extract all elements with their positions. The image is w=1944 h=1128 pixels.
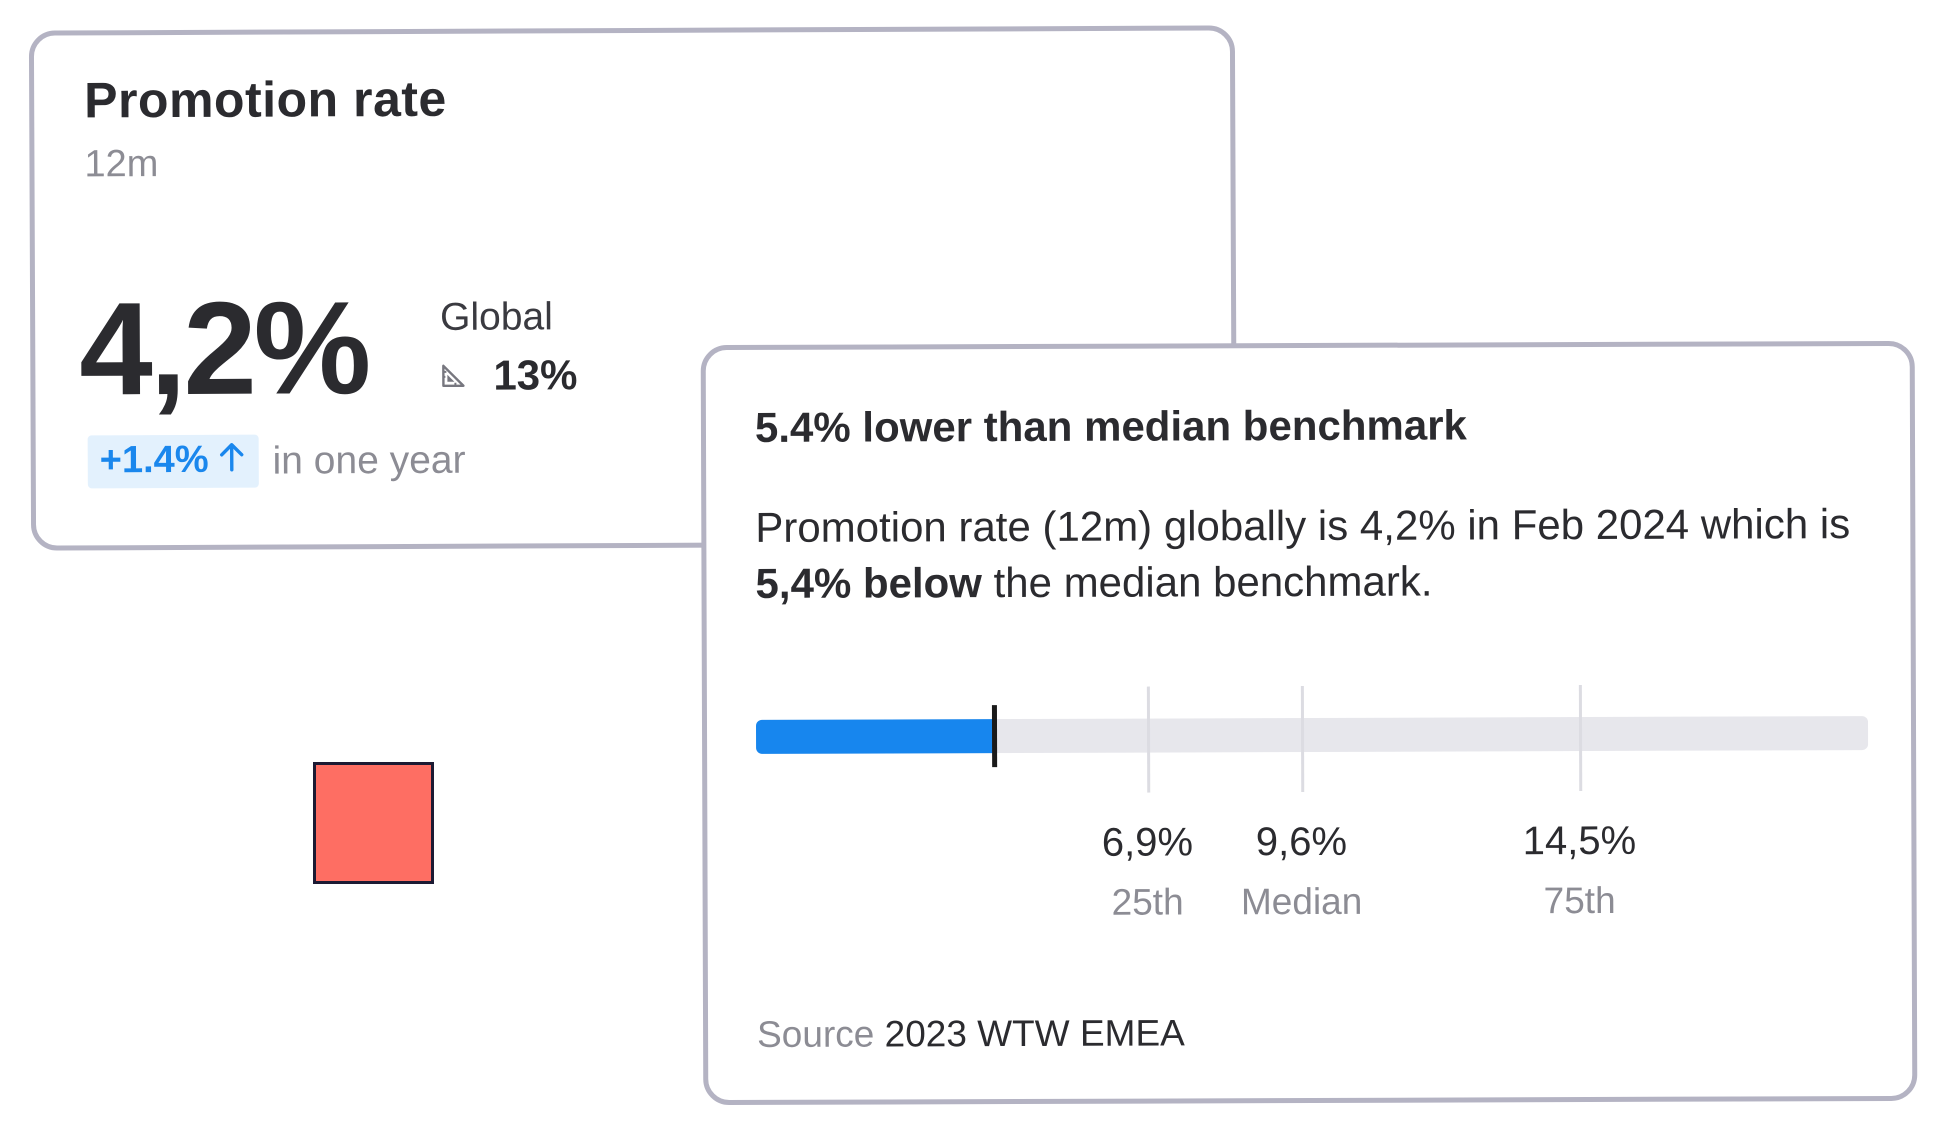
percentile-labels: 6,9% 25th 9,6% Median 14,5% 75th: [756, 816, 1868, 930]
source-line: Source 2023 WTW EMEA: [757, 1012, 1185, 1055]
bar-fill: [755, 719, 995, 754]
benchmark-value: 13%: [493, 351, 578, 399]
percentile-tick: [1300, 686, 1305, 793]
promotion-rate-value: 4,2%: [78, 274, 369, 423]
benchmark-row: 13%: [441, 351, 578, 400]
benchmark-tooltip-card: 5.4% lower than median benchmark Promoti…: [700, 340, 1918, 1106]
benchmark-description: Promotion rate (12m) globally is 4,2% in…: [755, 496, 1855, 612]
percentile-tick: [1578, 685, 1583, 792]
red-square: [313, 762, 434, 884]
ruler-triangle-icon: [441, 364, 465, 388]
current-value-marker: [991, 705, 998, 768]
arrow-up-icon: [218, 439, 244, 482]
description-text-end: the median benchmark.: [981, 557, 1433, 607]
percentile-label: 9,6% Median: [1201, 818, 1401, 925]
description-text-bold: 5,4% below: [755, 559, 982, 607]
percentile-label: 14,5% 75th: [1479, 817, 1679, 924]
card-period: 12m: [84, 143, 159, 186]
delta-value: +1.4%: [99, 438, 209, 482]
percentile-value: 9,6%: [1255, 819, 1348, 865]
percentile-name: 75th: [1543, 879, 1616, 922]
delta-row: +1.4% in one year: [87, 434, 466, 489]
description-text-start: Promotion rate (12m) globally is 4,2% in…: [755, 500, 1851, 551]
delta-suffix: in one year: [272, 438, 466, 483]
benchmark-scope-label: Global: [440, 295, 553, 339]
benchmark-headline: 5.4% lower than median benchmark: [754, 401, 1467, 451]
benchmark-bar: [755, 684, 1869, 798]
delta-badge: +1.4%: [87, 434, 259, 489]
percentile-value: 14,5%: [1522, 818, 1637, 864]
percentile-name: Median: [1240, 880, 1363, 923]
source-value: 2023 WTW EMEA: [884, 1012, 1185, 1055]
percentile-tick: [1146, 686, 1151, 793]
source-label: Source: [757, 1013, 875, 1055]
promotion-rate-card[interactable]: Promotion rate 12m 4,2% Global 13% +1.4%: [28, 25, 1238, 551]
card-title: Promotion rate: [84, 70, 447, 129]
